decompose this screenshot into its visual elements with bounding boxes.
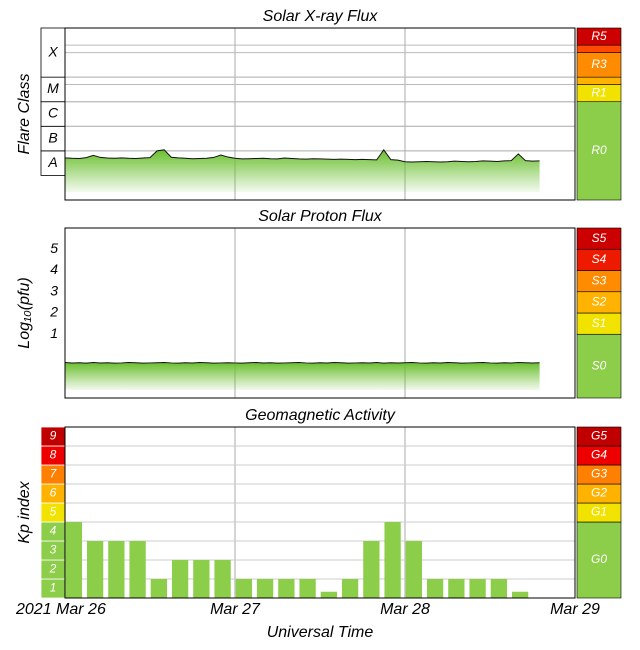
scale-band [576, 76, 622, 85]
kp-bar [108, 541, 125, 598]
kp-bar [171, 560, 189, 598]
kp-bar [86, 541, 104, 598]
kp-bar [363, 541, 380, 598]
scale-band-label: S0 [592, 358, 607, 372]
y-axis-label: Kp index [16, 480, 33, 543]
flux-area [65, 149, 540, 192]
x-tick-label: Mar 28 [380, 601, 430, 618]
panel-title: Solar X-ray Flux [263, 8, 379, 25]
plot-frame [64, 227, 576, 399]
class-label: X [47, 43, 58, 59]
scale-band-label: R1 [591, 85, 606, 99]
x-tick-label: Mar 27 [210, 601, 261, 618]
kp-bar [299, 579, 316, 598]
scale-band [576, 44, 622, 53]
kp-bar [469, 579, 486, 598]
scale-band-label: G3 [591, 467, 607, 481]
class-label: B [48, 129, 57, 145]
kp-bar [193, 560, 210, 598]
kp-bar [256, 579, 274, 598]
y-tick-label: 6 [50, 486, 57, 500]
kp-bar [320, 591, 337, 598]
y-tick-label: 3 [50, 543, 57, 557]
scale-band-label: G2 [591, 486, 607, 500]
y-tick-label: 1 [50, 581, 57, 595]
flux-area [65, 362, 540, 390]
x-axis-label: Universal Time [267, 624, 374, 641]
kp-bar [129, 541, 146, 598]
scale-band-label: S5 [592, 231, 607, 245]
x-tick-label: 2021 Mar 26 [15, 601, 106, 618]
scale-band-label: G5 [591, 429, 607, 443]
y-tick-label: 2 [49, 562, 57, 576]
kp-bar [278, 579, 295, 598]
class-box [40, 101, 66, 127]
kp-bar [426, 579, 444, 598]
scale-band-label: R3 [591, 57, 607, 71]
scale-band-label: R5 [591, 29, 607, 43]
flux-line [64, 148, 540, 163]
y-tick-label: 8 [50, 448, 57, 462]
scale-band [576, 426, 622, 447]
x-tick-label: Mar 29 [550, 601, 600, 618]
scale-band-label: G4 [591, 448, 607, 462]
scale-band-label: G1 [591, 505, 607, 519]
kp-bar [65, 522, 82, 598]
scale-band [576, 521, 622, 599]
kp-bar [490, 579, 507, 598]
kp-bar [405, 541, 422, 598]
scale-band-label: S2 [592, 295, 607, 309]
scale-band-label: R0 [591, 143, 607, 157]
plot-frame [64, 426, 576, 599]
y-axis-label: Flare Class [16, 74, 33, 155]
class-label: C [48, 105, 59, 121]
flux-line [64, 362, 540, 364]
kp-bar [341, 579, 359, 598]
kp-bar [448, 579, 465, 598]
scale-band-label: S1 [592, 316, 607, 330]
scale-band [576, 227, 622, 250]
y-tick-label: 4 [50, 261, 58, 277]
y-tick-label: 4 [50, 524, 57, 538]
y-tick-label: 2 [49, 304, 58, 320]
y-tick-label: 3 [50, 282, 58, 298]
class-label: A [47, 154, 57, 170]
kp-bar [384, 522, 401, 598]
plot-area [64, 426, 576, 599]
panel-title: Geomagnetic Activity [245, 407, 396, 424]
scale-band-label: S4 [592, 252, 607, 266]
y-tick-label: 7 [50, 467, 58, 481]
kp-bar [150, 579, 167, 598]
y-tick-label: 9 [50, 429, 57, 443]
y-axis-label: Log₁₀(pfu) [16, 277, 33, 348]
y-tick-label: 1 [50, 325, 58, 341]
kp-bar [214, 560, 231, 598]
y-tick-label: 5 [50, 505, 57, 519]
class-label: M [47, 80, 59, 96]
kp-bar [235, 579, 252, 598]
scale-band [576, 333, 622, 399]
y-tick-label: 5 [50, 240, 58, 256]
kp-bar [511, 591, 529, 598]
panel-title: Solar Proton Flux [258, 208, 383, 225]
scale-band-label: S3 [592, 273, 607, 287]
scale-band-label: G0 [591, 552, 607, 566]
scale-band [576, 27, 622, 46]
plot-frame [64, 27, 576, 201]
